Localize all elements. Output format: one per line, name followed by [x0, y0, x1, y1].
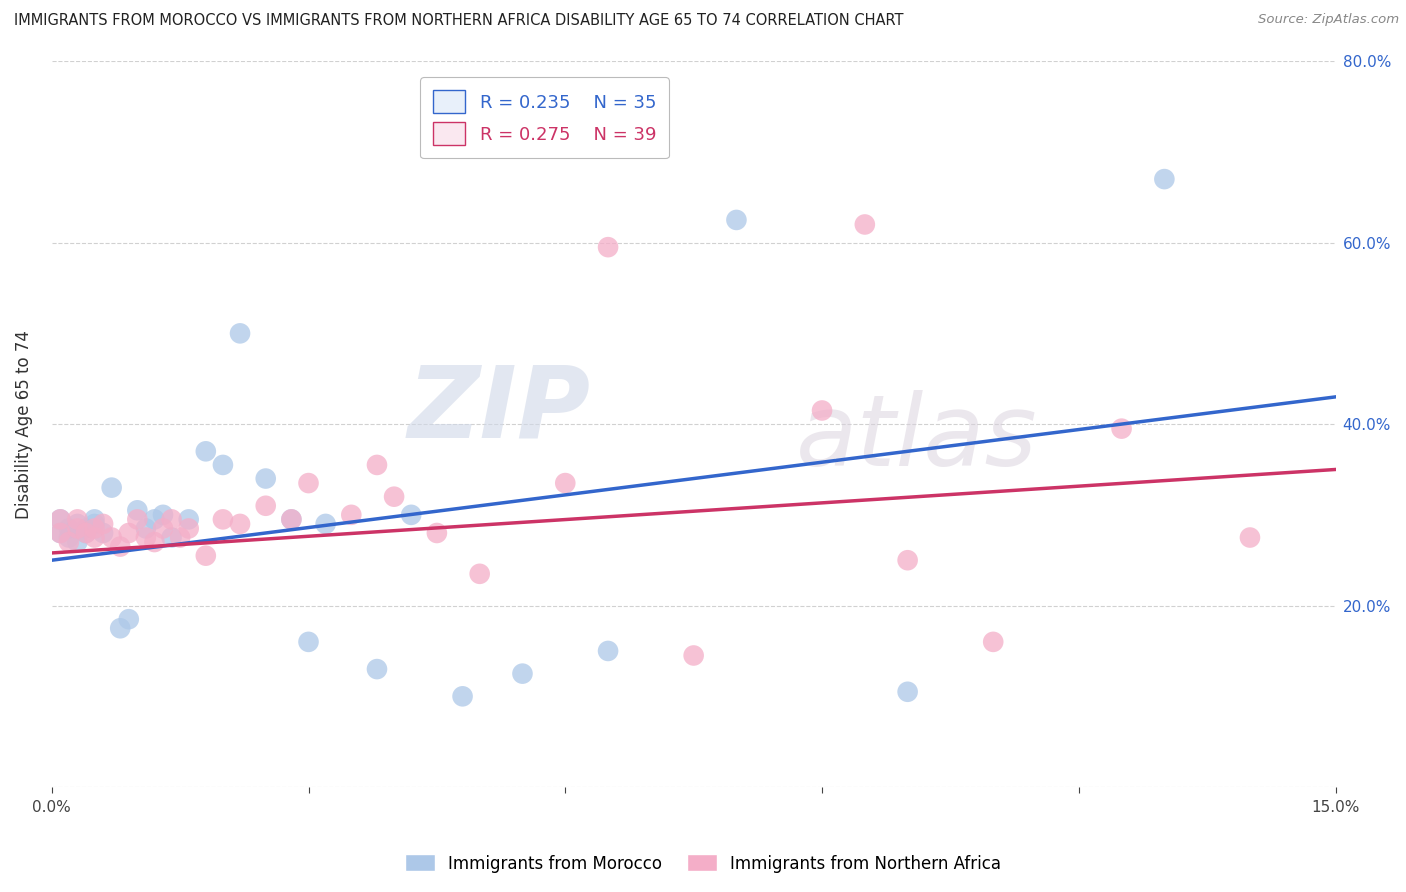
Point [49, 526, 72, 541]
Point [118, 612, 141, 626]
Point [596, 644, 619, 658]
Point [682, 648, 704, 663]
Legend: Immigrants from Morocco, Immigrants from Northern Africa: Immigrants from Morocco, Immigrants from… [398, 847, 1008, 880]
Point [177, 512, 200, 526]
Point [596, 240, 619, 254]
Y-axis label: Disability Age 65 to 74: Disability Age 65 to 74 [15, 330, 32, 518]
Point [152, 508, 174, 522]
Point [512, 666, 534, 681]
Point [118, 526, 141, 541]
Point [451, 690, 474, 704]
Point [66, 516, 89, 531]
Point [229, 516, 252, 531]
Point [897, 553, 920, 567]
Point [58, 535, 80, 549]
Point [160, 512, 183, 526]
Point [297, 476, 319, 491]
Point [212, 512, 235, 526]
Point [110, 621, 132, 635]
Point [229, 326, 252, 341]
Point [468, 566, 491, 581]
Point [554, 476, 576, 491]
Point [399, 508, 422, 522]
Point [194, 549, 217, 563]
Point [254, 499, 277, 513]
Point [366, 662, 388, 676]
Point [75, 526, 97, 541]
Point [91, 526, 114, 541]
Point [212, 458, 235, 472]
Point [100, 481, 122, 495]
Point [426, 526, 449, 541]
Point [143, 535, 166, 549]
Point [49, 526, 72, 541]
Point [297, 635, 319, 649]
Point [75, 526, 97, 541]
Point [83, 531, 105, 545]
Point [58, 521, 80, 535]
Point [110, 540, 132, 554]
Point [1111, 422, 1133, 436]
Point [91, 516, 114, 531]
Point [725, 213, 748, 227]
Point [981, 635, 1004, 649]
Point [897, 685, 920, 699]
Point [811, 403, 834, 417]
Point [49, 512, 72, 526]
Point [83, 516, 105, 531]
Point [280, 512, 302, 526]
Point [340, 508, 363, 522]
Point [83, 512, 105, 526]
Point [143, 512, 166, 526]
Point [49, 512, 72, 526]
Point [169, 531, 191, 545]
Point [127, 503, 149, 517]
Point [366, 458, 388, 472]
Point [135, 531, 157, 545]
Point [382, 490, 405, 504]
Point [66, 521, 89, 535]
Text: ZIP: ZIP [408, 361, 591, 458]
Point [66, 512, 89, 526]
Point [853, 218, 876, 232]
Text: atlas: atlas [796, 390, 1038, 487]
Point [315, 516, 337, 531]
Point [83, 521, 105, 535]
Point [194, 444, 217, 458]
Point [135, 521, 157, 535]
Point [280, 512, 302, 526]
Point [254, 471, 277, 485]
Point [75, 521, 97, 535]
Point [177, 521, 200, 535]
Point [58, 531, 80, 545]
Point [152, 521, 174, 535]
Point [160, 531, 183, 545]
Point [1239, 531, 1261, 545]
Point [100, 531, 122, 545]
Text: Source: ZipAtlas.com: Source: ZipAtlas.com [1258, 13, 1399, 27]
Legend: R = 0.235    N = 35, R = 0.275    N = 39: R = 0.235 N = 35, R = 0.275 N = 39 [420, 78, 669, 158]
Point [1153, 172, 1175, 186]
Point [66, 535, 89, 549]
Point [127, 512, 149, 526]
Text: IMMIGRANTS FROM MOROCCO VS IMMIGRANTS FROM NORTHERN AFRICA DISABILITY AGE 65 TO : IMMIGRANTS FROM MOROCCO VS IMMIGRANTS FR… [14, 13, 904, 29]
